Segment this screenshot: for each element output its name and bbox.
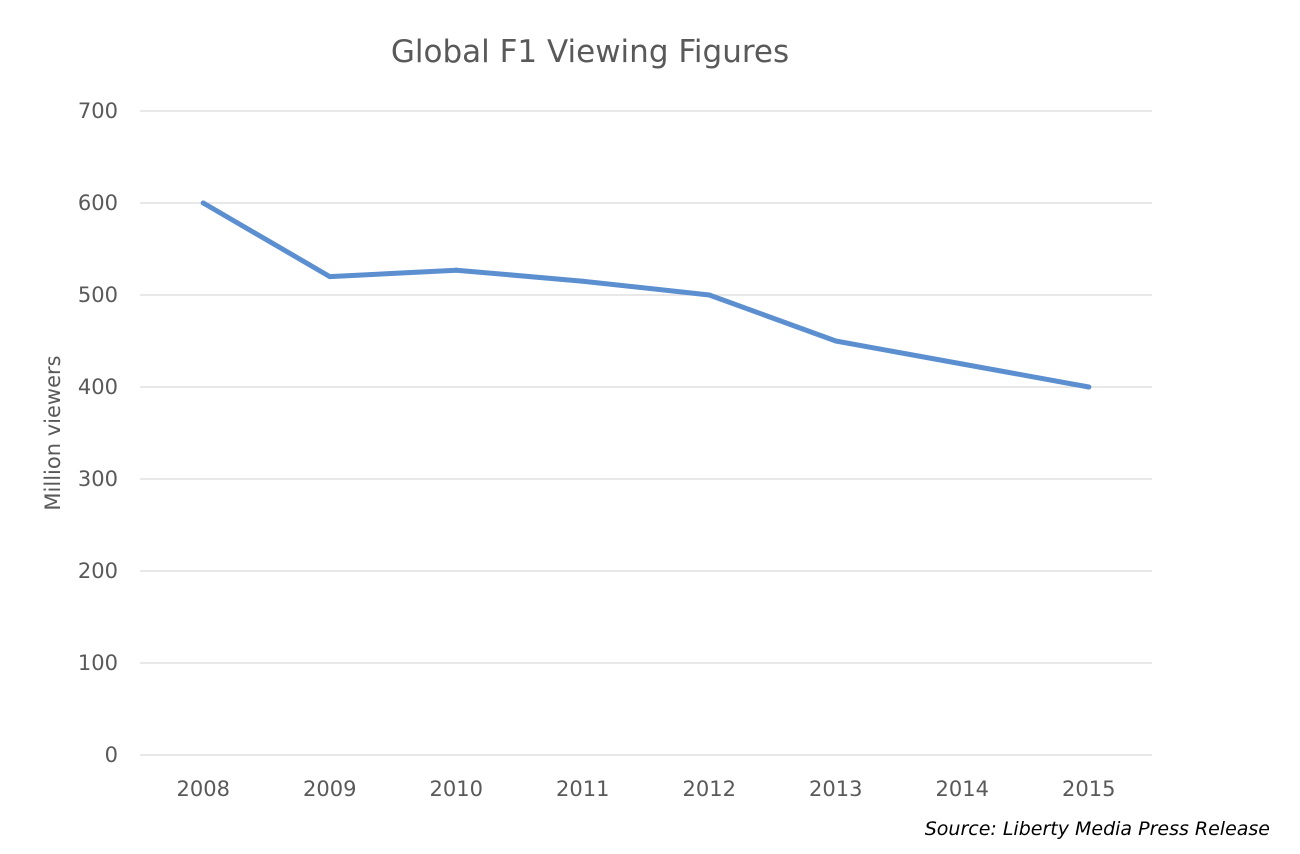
x-tick-label: 2013 bbox=[809, 777, 862, 801]
series-group bbox=[200, 200, 1092, 390]
y-axis-ticks: 0 100 200 300 400 500 600 700 bbox=[78, 99, 118, 767]
x-tick-label: 2011 bbox=[556, 777, 609, 801]
y-tick-label: 300 bbox=[78, 467, 118, 491]
x-tick-label: 2014 bbox=[936, 777, 989, 801]
y-tick-label: 600 bbox=[78, 191, 118, 215]
y-tick-label: 400 bbox=[78, 375, 118, 399]
data-point-2012 bbox=[706, 292, 712, 298]
y-tick-label: 700 bbox=[78, 99, 118, 123]
data-point-2013 bbox=[833, 338, 839, 344]
x-axis-ticks: 2008 2009 2010 2011 2012 2013 2014 2015 bbox=[177, 777, 1116, 801]
data-point-2009 bbox=[327, 274, 333, 280]
source-note: Source: Liberty Media Press Release bbox=[924, 818, 1270, 840]
data-point-2011 bbox=[580, 278, 586, 284]
y-axis-label: Million viewers bbox=[41, 355, 65, 510]
y-tick-label: 500 bbox=[78, 283, 118, 307]
x-tick-label: 2015 bbox=[1062, 777, 1115, 801]
y-tick-label: 100 bbox=[78, 651, 118, 675]
x-tick-label: 2008 bbox=[177, 777, 230, 801]
chart-title: Global F1 Viewing Figures bbox=[391, 34, 789, 70]
data-point-2015 bbox=[1086, 384, 1092, 390]
x-tick-label: 2009 bbox=[303, 777, 356, 801]
data-point-2010 bbox=[453, 267, 459, 273]
series-line bbox=[200, 200, 1092, 390]
data-point-2014 bbox=[959, 361, 965, 367]
data-point-2008 bbox=[200, 200, 206, 206]
gridlines bbox=[140, 110, 1152, 756]
y-tick-label: 0 bbox=[105, 743, 118, 767]
x-tick-label: 2012 bbox=[683, 777, 736, 801]
x-tick-label: 2010 bbox=[430, 777, 483, 801]
y-tick-label: 200 bbox=[78, 559, 118, 583]
